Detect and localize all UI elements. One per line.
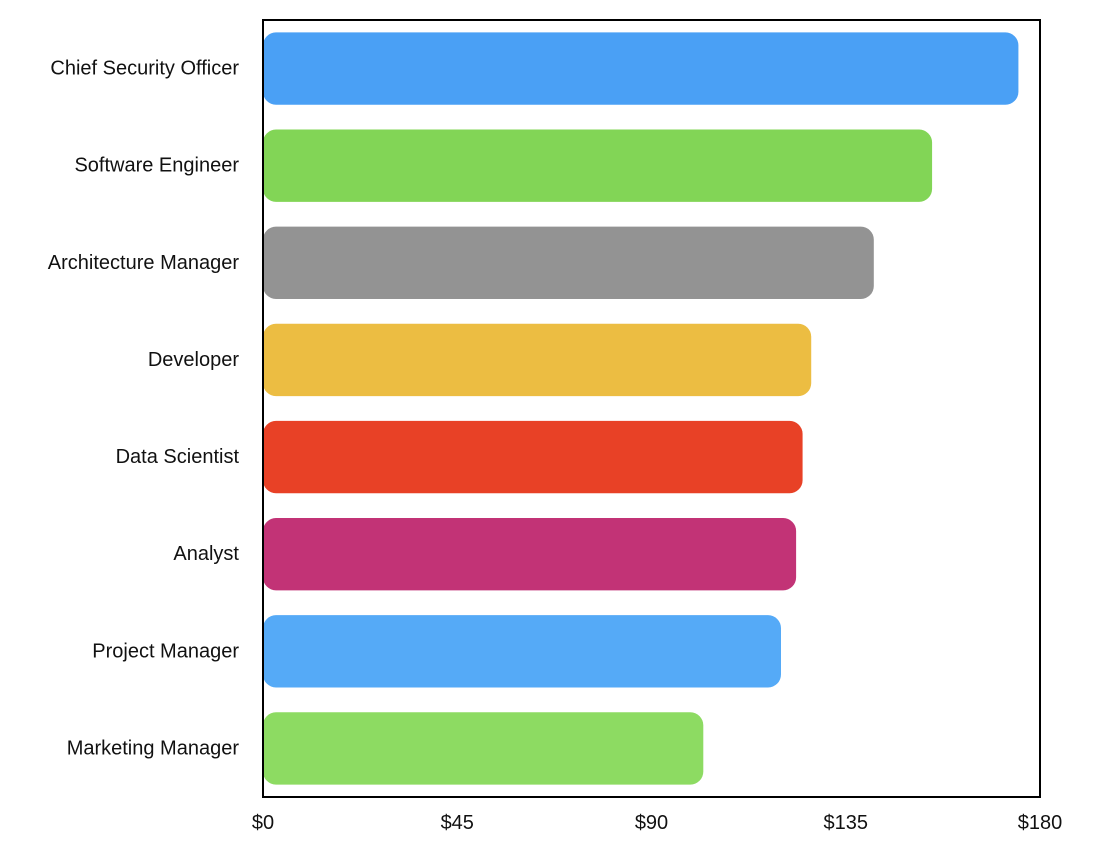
category-label: Developer [148, 349, 240, 371]
bars-layer [263, 32, 1019, 785]
category-labels: Chief Security Officer Software Engineer A… [48, 58, 240, 760]
category-label: Chief Security Officer [50, 58, 239, 80]
bar-project-manager [263, 615, 781, 688]
category-label: Architecture Manager [48, 252, 240, 274]
category-label: Data Scientist [116, 446, 240, 468]
category-label: Analyst [173, 543, 239, 565]
x-tick-label: $135 [824, 812, 869, 834]
x-tick-label: $0 [252, 812, 274, 834]
category-label: Project Manager [92, 640, 239, 662]
bar-marketing-manager [263, 712, 704, 785]
x-axis-tick-labels: $0 $45 $90 $135 $180 [252, 812, 1062, 834]
bar-architecture-manager [263, 226, 874, 299]
bar-software-engineer [263, 129, 933, 202]
x-tick-label: $180 [1018, 812, 1063, 834]
x-tick-label: $90 [635, 812, 668, 834]
plot-frame [262, 19, 1041, 798]
category-label: Software Engineer [74, 155, 239, 177]
x-tick-label: $45 [441, 812, 474, 834]
bar-data-scientist [263, 420, 803, 494]
bar-chief-security-officer [263, 32, 1019, 105]
bar-analyst [263, 518, 797, 591]
category-label: Marketing Manager [67, 737, 240, 759]
bar-developer [263, 323, 812, 397]
